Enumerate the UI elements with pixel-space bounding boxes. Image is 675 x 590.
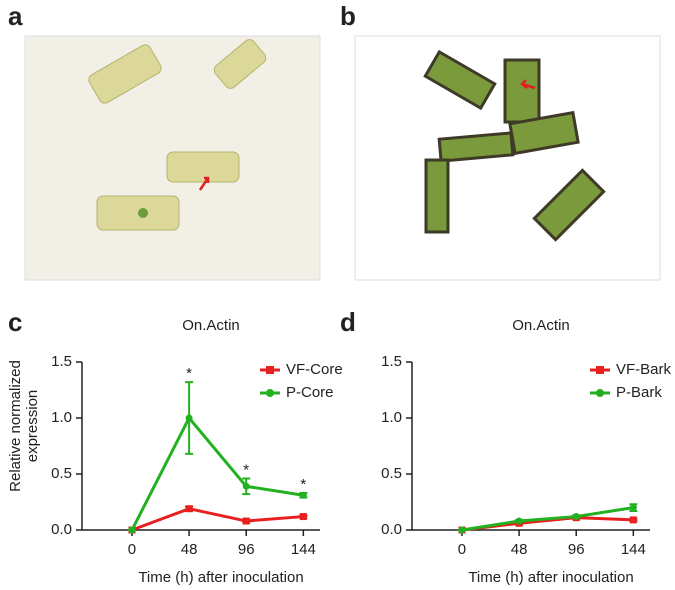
legend-label: VF-Bark xyxy=(616,361,672,378)
series-line xyxy=(130,415,304,531)
marker xyxy=(242,517,250,525)
x-tick-label: 144 xyxy=(621,541,646,558)
x-tick-label: 0 xyxy=(128,541,136,558)
y-tick-label: 0.0 xyxy=(381,521,402,538)
chart-title: On.Actin xyxy=(182,317,240,334)
x-tick-label: 48 xyxy=(511,541,528,558)
panel-label: a xyxy=(8,1,23,31)
y-tick-label: 0.0 xyxy=(51,521,72,538)
panel-label: d xyxy=(340,307,356,337)
x-axis-label: Time (h) after inoculation xyxy=(468,569,633,586)
x-tick-label: 48 xyxy=(181,541,198,558)
annotation: * xyxy=(300,476,306,493)
marker xyxy=(572,513,580,521)
panel-label: c xyxy=(8,307,22,337)
y-tick-label: 0.5 xyxy=(381,465,402,482)
marker xyxy=(185,505,193,513)
legend-marker xyxy=(596,389,604,397)
marker xyxy=(629,516,637,524)
x-axis-label: Time (h) after inoculation xyxy=(138,569,303,586)
marker xyxy=(128,526,136,534)
legend-label: P-Bark xyxy=(616,384,662,401)
legend-marker xyxy=(596,366,604,374)
x-tick-label: 0 xyxy=(458,541,466,558)
photo-b xyxy=(354,35,661,281)
y-tick-label: 0.5 xyxy=(51,465,72,482)
chart-title: On.Actin xyxy=(512,317,570,334)
panel-label: b xyxy=(340,1,356,31)
marker xyxy=(242,482,250,490)
y-tick-label: 1.0 xyxy=(381,409,402,426)
marker xyxy=(629,504,637,512)
x-tick-label: 96 xyxy=(238,541,255,558)
x-tick-label: 96 xyxy=(568,541,585,558)
y-axis-label: Relative normalized xyxy=(7,360,24,492)
series-line xyxy=(461,506,634,532)
marker xyxy=(299,513,307,521)
y-tick-label: 1.5 xyxy=(51,353,72,370)
annotation: * xyxy=(243,461,249,478)
y-tick-label: 1.5 xyxy=(381,353,402,370)
legend-marker xyxy=(266,366,274,374)
series-line xyxy=(131,507,304,532)
marker xyxy=(515,517,523,525)
photo-a xyxy=(24,35,321,281)
x-tick-label: 144 xyxy=(291,541,316,558)
annotation: * xyxy=(186,365,192,382)
legend-marker xyxy=(266,389,274,397)
marker xyxy=(299,491,307,499)
marker xyxy=(458,526,466,534)
y-axis-label: expression xyxy=(24,390,41,463)
legend-label: P-Core xyxy=(286,384,334,401)
legend-label: VF-Core xyxy=(286,361,343,378)
y-tick-label: 1.0 xyxy=(51,409,72,426)
marker xyxy=(185,414,193,422)
